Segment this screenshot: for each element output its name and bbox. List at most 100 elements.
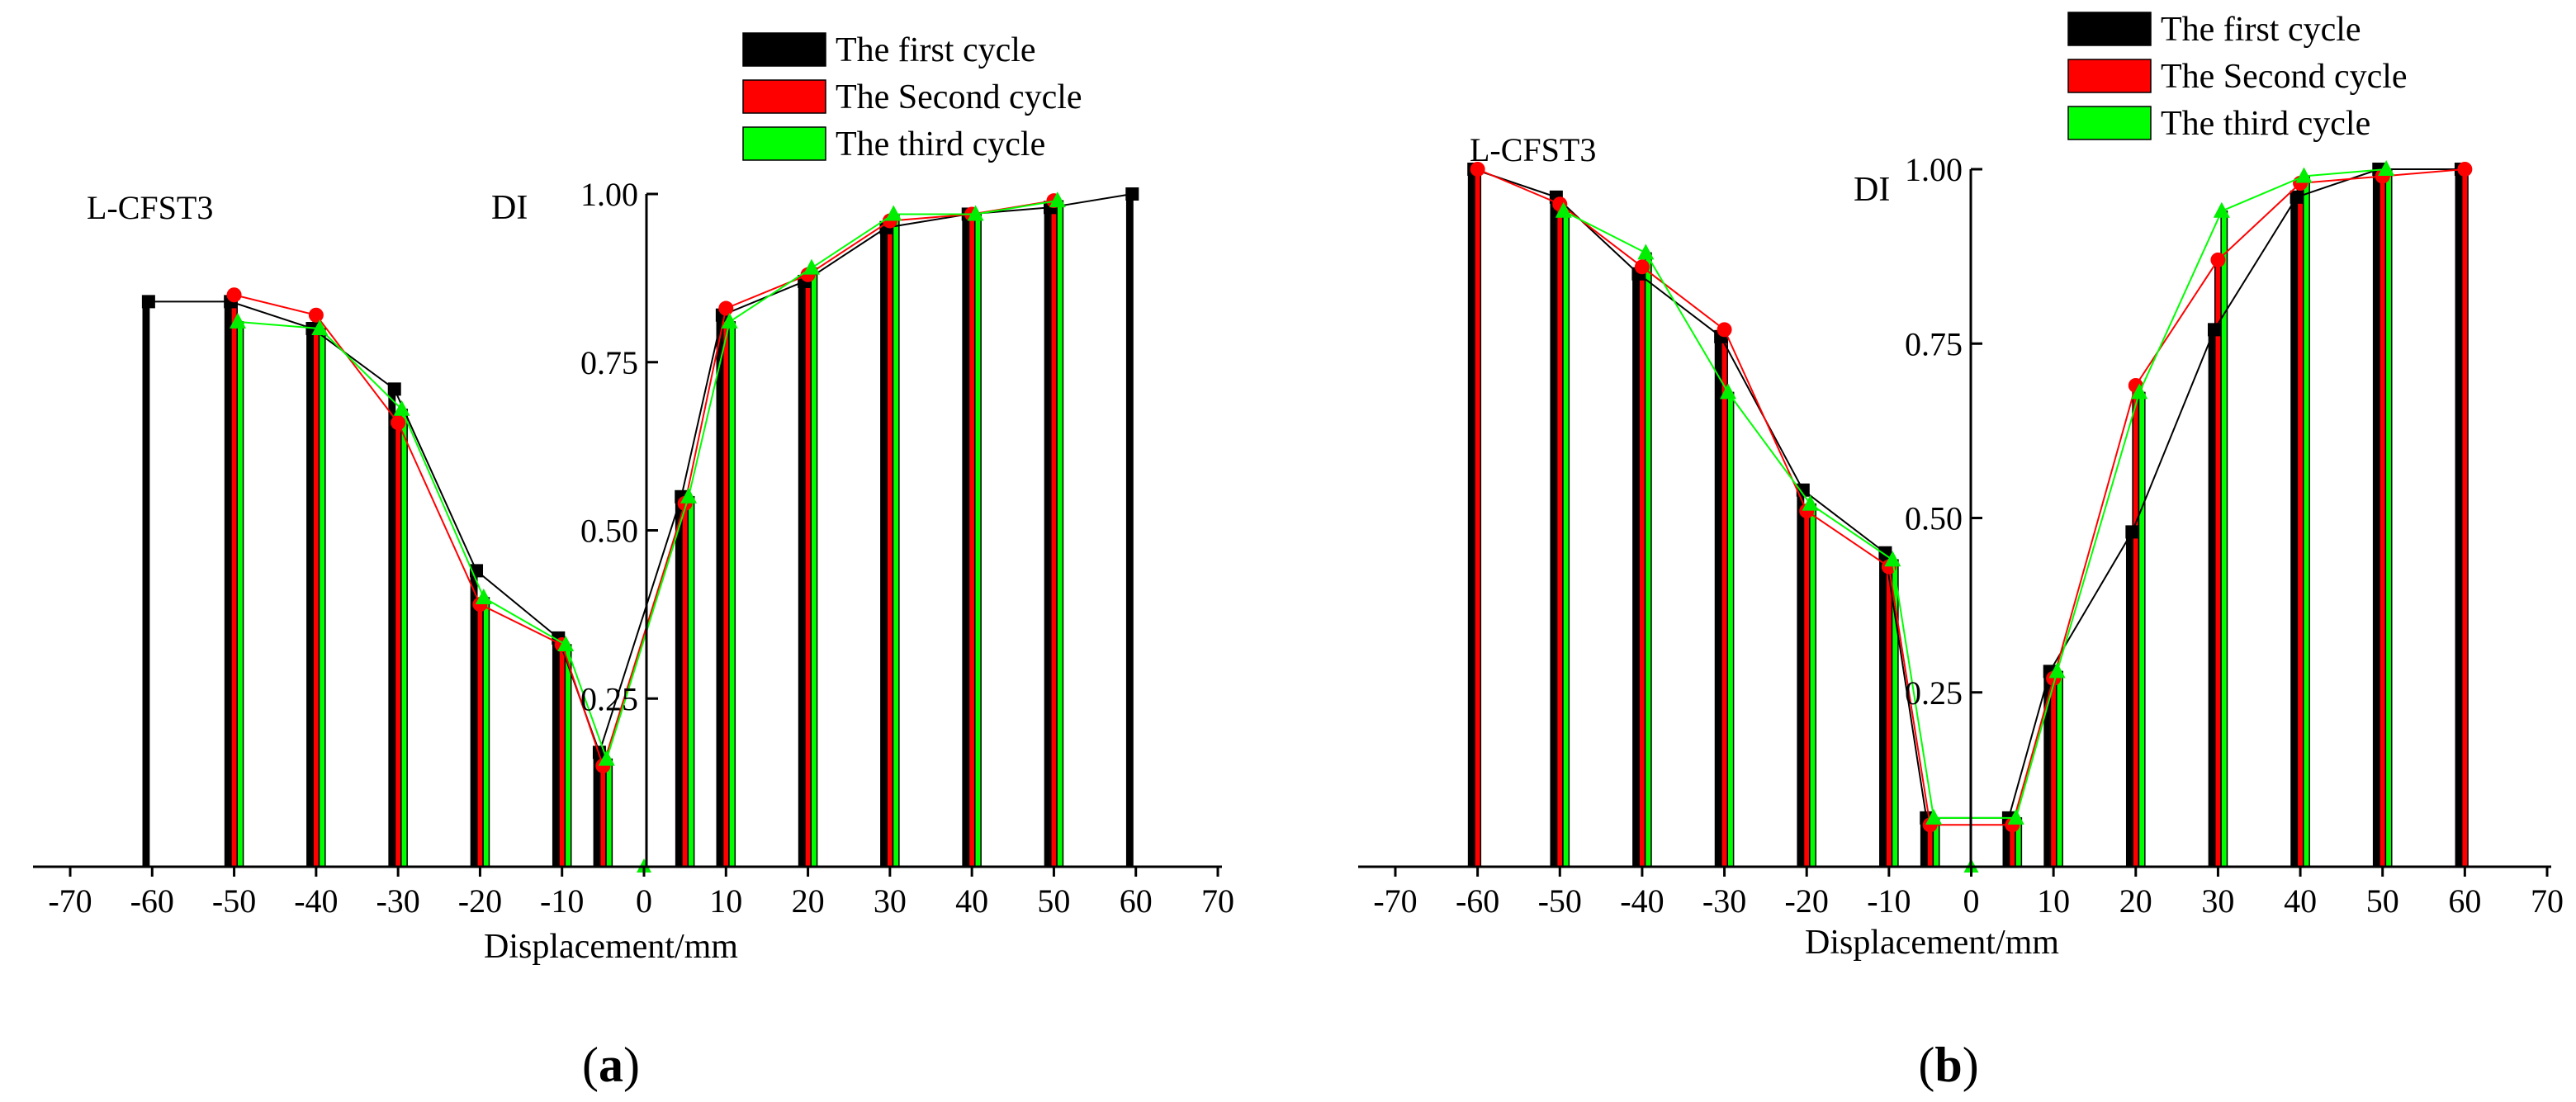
x-tick-label: -70 xyxy=(48,882,92,920)
x-axis-title: Displacement/mm xyxy=(1805,924,2059,962)
bar-1-5 xyxy=(675,496,683,868)
bar-1--60 xyxy=(1467,168,1475,868)
y-tick-label: 0.25 xyxy=(580,680,638,717)
bar-2-10 xyxy=(722,307,730,868)
legend-label-1: The first cycle xyxy=(2161,11,2361,49)
x-tick-label: 10 xyxy=(709,882,742,920)
legend-label-2: The Second cycle xyxy=(836,78,1082,116)
x-tick-label: -10 xyxy=(540,882,584,920)
x-tick-label: 40 xyxy=(2284,882,2317,920)
marker-3-11 xyxy=(2378,160,2395,176)
marker-2-1 xyxy=(308,307,324,323)
y-tick-label: 0.75 xyxy=(580,344,638,381)
y-tick-label: 1.00 xyxy=(1905,151,1963,188)
series-line-2 xyxy=(234,200,1054,769)
bar-2-40 xyxy=(2296,182,2304,868)
bar-3--30 xyxy=(400,409,408,868)
bar-2-30 xyxy=(2214,259,2222,868)
bar-1-60 xyxy=(2455,168,2463,868)
marker-1-4 xyxy=(1796,483,1810,497)
bar-2--10 xyxy=(1885,565,1893,868)
bar-1--30 xyxy=(388,388,396,868)
marker-1-9 xyxy=(2125,525,2139,539)
x-tick-label: 40 xyxy=(955,882,988,920)
x-tick-label: -30 xyxy=(1702,882,1746,920)
x-tick-label: -10 xyxy=(1867,882,1911,920)
x-tick-label: -40 xyxy=(294,882,338,920)
legend-label-2: The Second cycle xyxy=(2161,58,2408,96)
bar-2--20 xyxy=(1802,510,1811,868)
marker-3-7 xyxy=(721,312,738,329)
bar-3-30 xyxy=(892,213,900,868)
marker-3-8 xyxy=(2131,383,2148,400)
bar-3--10 xyxy=(564,644,572,868)
marker-3-5 xyxy=(1925,808,1943,825)
x-tick-label: -40 xyxy=(1620,882,1664,920)
marker-2-0 xyxy=(226,287,242,303)
x-tick-label: -70 xyxy=(1373,882,1417,920)
bar-2--5 xyxy=(599,765,607,868)
bar-2-50 xyxy=(1050,200,1058,868)
x-tick-label: -50 xyxy=(1538,882,1582,920)
marker-3-4 xyxy=(1884,551,1901,567)
marker-2-2 xyxy=(1634,259,1650,275)
bar-2-50 xyxy=(2379,175,2387,868)
bar-1--60 xyxy=(142,300,150,868)
bar-3-10 xyxy=(728,321,736,868)
bar-2--30 xyxy=(1721,329,1729,868)
bar-1-20 xyxy=(798,281,806,868)
bar-3-10 xyxy=(2056,670,2063,868)
marker-1-0 xyxy=(141,295,155,309)
series-line-1 xyxy=(1473,168,2461,819)
marker-2-10 xyxy=(2210,252,2226,267)
bar-2-10 xyxy=(2049,678,2057,868)
x-tick-label: 70 xyxy=(1201,882,1234,920)
y-tick-label: 1.00 xyxy=(580,176,638,213)
bar-1-60 xyxy=(1125,193,1134,868)
marker-1-3 xyxy=(387,382,401,396)
marker-1-10 xyxy=(2208,323,2222,337)
bar-1--40 xyxy=(306,328,314,868)
panel-label: L-CFST3 xyxy=(87,189,213,226)
marker-3-2 xyxy=(1719,383,1736,400)
y-tick-label: 0.25 xyxy=(1905,674,1963,712)
x-tick-label: 60 xyxy=(2448,882,2481,920)
bar-2-20 xyxy=(804,274,812,868)
bar-2-20 xyxy=(2132,385,2140,868)
bar-1-30 xyxy=(2208,329,2216,868)
legend-label-3: The third cycle xyxy=(2161,105,2370,143)
series-line-1 xyxy=(148,193,1133,755)
x-tick-label: -20 xyxy=(1785,882,1829,920)
bar-3--30 xyxy=(1726,391,1735,868)
bar-1-50 xyxy=(1044,206,1052,868)
marker-3-4 xyxy=(557,636,575,652)
chart-panel-b: -70 -60 -50 -40 -30 -20 -10 0 10 20 30 40 50 60 70 0.25… xyxy=(1358,11,2564,1092)
marker-3-1 xyxy=(1637,244,1655,260)
x-axis-title: Displacement/mm xyxy=(484,928,738,966)
bar-3-20 xyxy=(810,267,818,868)
y-tick-label: 0.50 xyxy=(580,513,638,550)
x-tick-label: -60 xyxy=(1456,882,1499,920)
bar-1--50 xyxy=(224,300,232,868)
bar-2--10 xyxy=(558,644,566,868)
x-tick-label: 20 xyxy=(792,882,825,920)
bar-1--20 xyxy=(470,570,478,868)
x-tick-label: 30 xyxy=(874,882,907,920)
marker-2-2 xyxy=(391,415,406,431)
bar-2--40 xyxy=(312,314,320,868)
bar-3--40 xyxy=(318,328,326,868)
marker-3-9 xyxy=(885,205,902,221)
bar-3--40 xyxy=(1644,252,1652,868)
bar-1--50 xyxy=(1550,196,1558,868)
x-tick-label: -30 xyxy=(376,882,419,920)
bar-3-50 xyxy=(1056,200,1064,868)
legend-swatch-1 xyxy=(2067,12,2152,46)
figure-caption: (a) xyxy=(582,1038,640,1092)
x-tick-label: 30 xyxy=(2201,882,2234,920)
marker-3-10 xyxy=(2295,167,2313,183)
bar-3--50 xyxy=(1562,210,1570,868)
bar-1-20 xyxy=(2125,531,2133,868)
bar-1-40 xyxy=(962,213,970,868)
bar-2--20 xyxy=(476,603,484,868)
bar-3-40 xyxy=(2303,175,2310,868)
